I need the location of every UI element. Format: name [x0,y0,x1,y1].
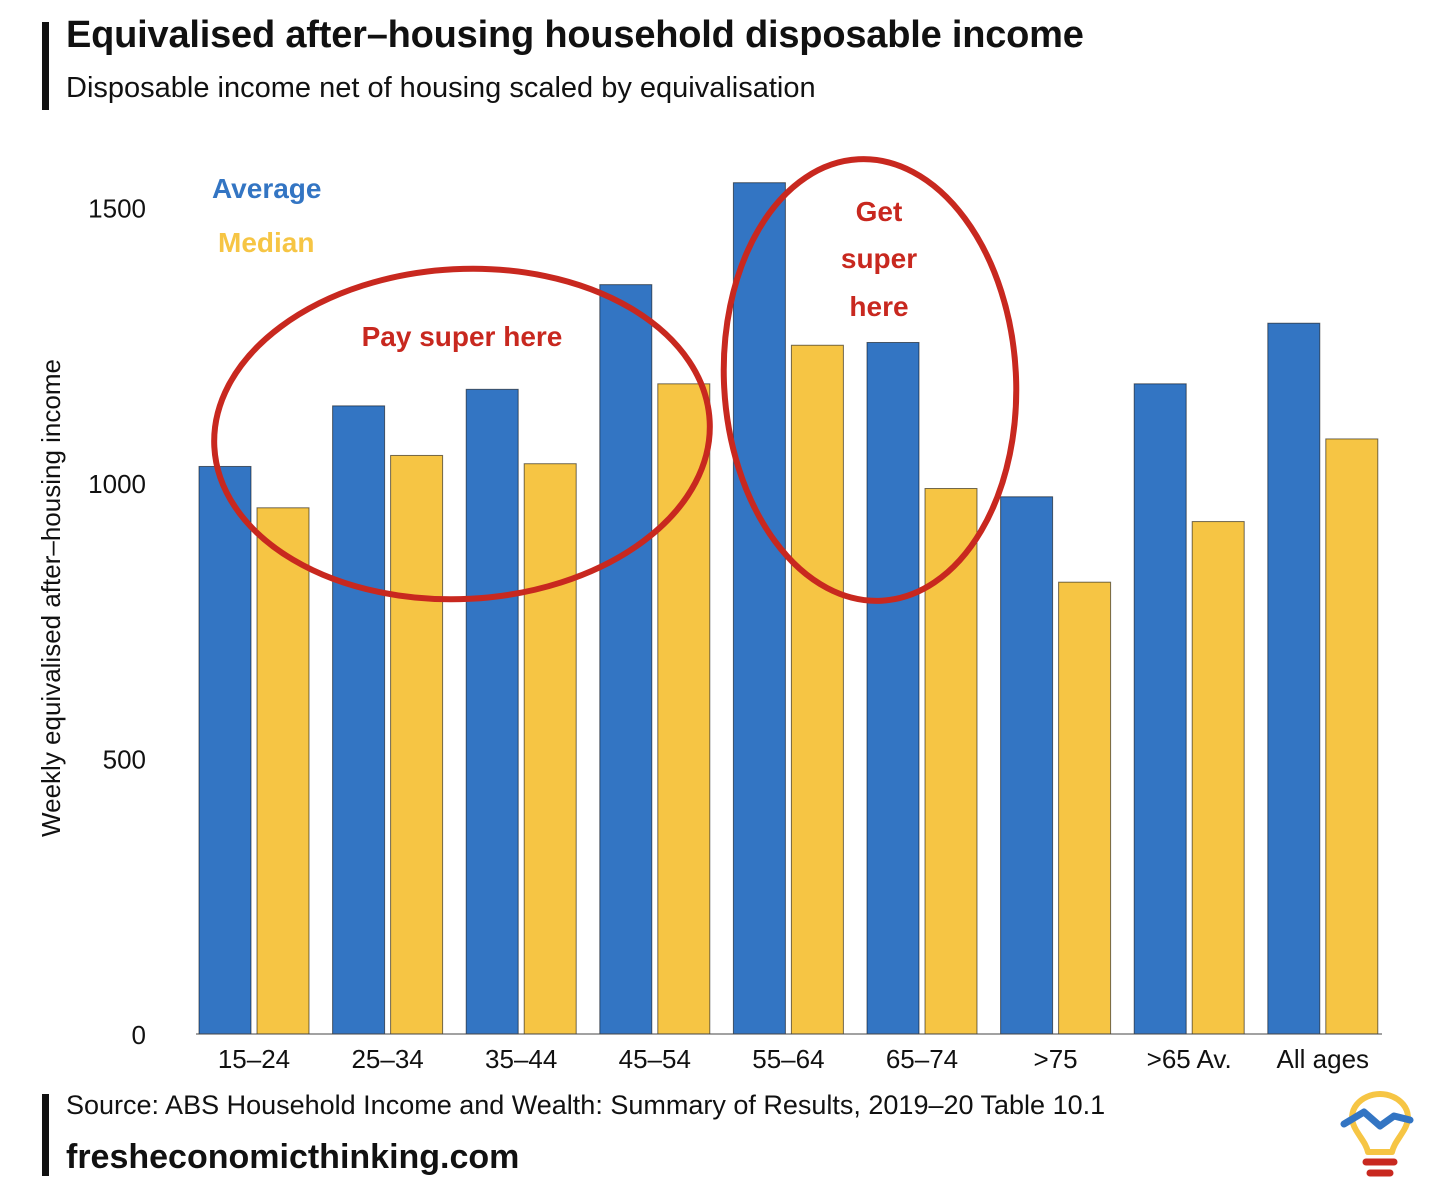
footer-accent-bar [42,1094,49,1176]
annotation-ellipse-get [720,156,1020,604]
bar-median [256,507,310,1035]
annotation-ellipse-pay [211,265,713,603]
source-note: Source: ABS Household Income and Wealth:… [66,1090,1106,1120]
bar-median [1325,438,1379,1035]
x-tick-label: >65 Av. [1147,1044,1232,1074]
bar-average [1000,496,1054,1035]
legend-average: Average [212,173,321,204]
title-accent-bar [42,22,49,110]
bar-average [198,465,252,1035]
bar-median [1191,521,1245,1035]
bar-average [732,182,786,1035]
bar-average [465,388,519,1035]
chart-title: Equivalised after–housing household disp… [66,14,1084,56]
x-tick-label: 45–54 [619,1044,691,1074]
bar-median [523,463,577,1035]
x-tick-label: 25–34 [351,1044,423,1074]
x-tick-label: All ages [1277,1044,1370,1074]
bar-median [1058,581,1112,1035]
website-label: fresheconomicthinking.com [66,1138,520,1176]
y-axis-label: Weekly equivalised after–housing income [36,359,66,837]
bar-average [599,284,653,1035]
annotation-get-super-line: super [841,243,917,274]
bar-median [790,344,844,1035]
y-tick-label: 1000 [88,469,146,499]
bar-average [1133,383,1187,1035]
x-tick-label: 35–44 [485,1044,557,1074]
bar-median [657,383,711,1035]
y-tick-label: 0 [132,1020,146,1050]
y-tick-label: 1500 [88,194,146,224]
legend-median: Median [218,227,314,258]
x-tick-label: 55–64 [752,1044,824,1074]
chart-subtitle: Disposable income net of housing scaled … [66,72,816,104]
lightbulb-logo-icon [1340,1091,1414,1177]
bar-average [866,341,920,1035]
bar-chart: 0 500 1000 1500 Weekly equivalised after–hou… [36,156,1382,1074]
bar-median [390,454,444,1035]
bar-average [1267,322,1321,1035]
x-tick-label: 15–24 [218,1044,290,1074]
annotation-get-super-line: Get [856,196,903,227]
annotation-get-super-line: here [849,291,908,322]
bar-average [332,405,386,1035]
x-tick-label: 65–74 [886,1044,958,1074]
x-tick-label: >75 [1034,1044,1078,1074]
y-tick-label: 500 [103,745,146,775]
annotation-pay-super: Pay super here [362,321,563,352]
